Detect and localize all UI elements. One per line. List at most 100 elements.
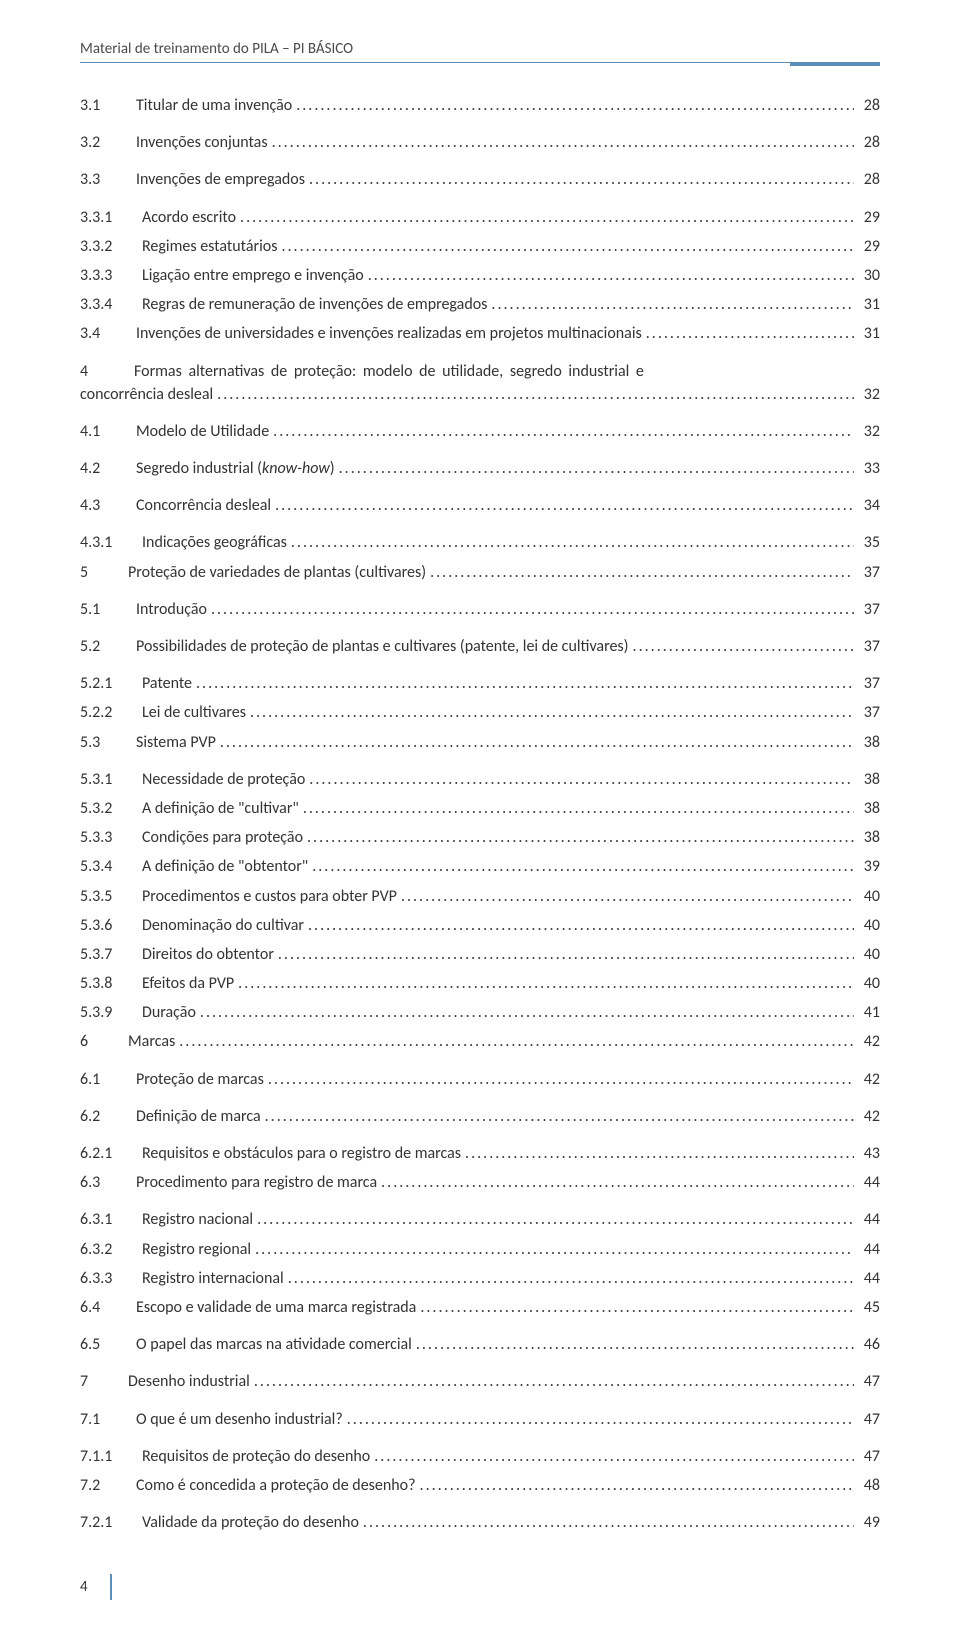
toc-entry: 4.1Modelo de Utilidade32 bbox=[80, 420, 880, 443]
toc-entry: 6.3.3Registro internacional44 bbox=[80, 1267, 880, 1290]
toc-page: 40 bbox=[854, 943, 880, 966]
toc-number: 3.3.2 bbox=[80, 235, 142, 258]
toc-leader bbox=[292, 94, 854, 117]
toc-leader bbox=[274, 943, 854, 966]
toc-number: 5.3.2 bbox=[80, 797, 142, 820]
toc-leader bbox=[277, 235, 854, 258]
toc-leader bbox=[308, 855, 854, 878]
toc-leader bbox=[304, 914, 854, 937]
toc-page: 33 bbox=[854, 457, 880, 480]
toc-title: Marcas bbox=[128, 1030, 175, 1053]
toc-entry: 7.1.1Requisitos de proteção do desenho47 bbox=[80, 1445, 880, 1468]
toc-leader bbox=[305, 768, 854, 791]
footer-accent-bar bbox=[110, 1574, 112, 1600]
toc-title: Formas alternativas de proteção: modelo … bbox=[128, 360, 880, 383]
toc-entry: 3.3.1Acordo escrito29 bbox=[80, 206, 880, 229]
toc-entry: 6.3Procedimento para registro de marca44 bbox=[80, 1171, 880, 1194]
toc-leader bbox=[261, 1105, 854, 1128]
toc-title: Efeitos da PVP bbox=[142, 972, 234, 995]
toc-leader bbox=[250, 1370, 854, 1393]
toc-entry: 4.3.1Indicações geográficas35 bbox=[80, 531, 880, 554]
toc-title: Escopo e validade de uma marca registrad… bbox=[136, 1296, 416, 1319]
toc-leader bbox=[377, 1171, 854, 1194]
toc-leader bbox=[343, 1408, 854, 1431]
toc-leader bbox=[207, 598, 854, 621]
toc-leader bbox=[370, 1445, 854, 1468]
toc-entry: 3.3.2Regimes estatutários29 bbox=[80, 235, 880, 258]
toc-page: 32 bbox=[854, 420, 880, 443]
toc-title: Denominação do cultivar bbox=[142, 914, 304, 937]
toc-number: 6.2.1 bbox=[80, 1142, 142, 1165]
toc-page: 46 bbox=[854, 1333, 880, 1356]
toc-title: Requisitos e obstáculos para o registro … bbox=[142, 1142, 461, 1165]
toc-entry: 4.3Concorrência desleal34 bbox=[80, 494, 880, 517]
toc-number: 4.3.1 bbox=[80, 531, 142, 554]
toc-number: 6.4 bbox=[80, 1296, 136, 1319]
toc-page: 37 bbox=[854, 672, 880, 695]
toc-title: Requisitos de proteção do desenho bbox=[142, 1445, 370, 1468]
toc-page: 37 bbox=[854, 598, 880, 621]
toc-entry: 7Desenho industrial47 bbox=[80, 1370, 880, 1393]
toc-title: Procedimento para registro de marca bbox=[136, 1171, 377, 1194]
toc-number: 6.3.1 bbox=[80, 1208, 142, 1231]
toc-title: Como é concedida a proteção de desenho? bbox=[136, 1474, 416, 1497]
toc-leader bbox=[175, 1030, 854, 1053]
toc-number: 4.3 bbox=[80, 494, 136, 517]
toc-page: 49 bbox=[854, 1511, 880, 1534]
toc-number: 7.2 bbox=[80, 1474, 136, 1497]
toc-title: O que é um desenho industrial? bbox=[136, 1408, 343, 1431]
toc-page: 37 bbox=[854, 561, 880, 584]
toc-number: 3.1 bbox=[80, 94, 136, 117]
toc-leader bbox=[246, 701, 854, 724]
toc-leader bbox=[412, 1333, 854, 1356]
toc-title: Desenho industrial bbox=[128, 1370, 250, 1393]
toc-page: 28 bbox=[854, 131, 880, 154]
toc-number: 6.2 bbox=[80, 1105, 136, 1128]
toc-title: Duração bbox=[142, 1001, 196, 1024]
toc-number: 7.1.1 bbox=[80, 1445, 142, 1468]
toc-title: Sistema PVP bbox=[136, 731, 216, 754]
toc-page: 44 bbox=[854, 1208, 880, 1231]
toc-title: Patente bbox=[142, 672, 192, 695]
toc-leader bbox=[642, 322, 854, 345]
toc-number: 6.3.2 bbox=[80, 1238, 142, 1261]
toc-title: Necessidade de proteção bbox=[142, 768, 305, 791]
toc-entry: 6.3.1Registro nacional44 bbox=[80, 1208, 880, 1231]
toc-leader bbox=[287, 531, 854, 554]
toc-title: Validade da proteção do desenho bbox=[142, 1511, 359, 1534]
table-of-contents: 3.1Titular de uma invenção283.2Invenções… bbox=[80, 94, 880, 1534]
toc-entry: 5.2.2Lei de cultivares37 bbox=[80, 701, 880, 724]
toc-page: 34 bbox=[854, 494, 880, 517]
toc-entry: 5.3Sistema PVP38 bbox=[80, 731, 880, 754]
toc-leader bbox=[303, 826, 854, 849]
toc-leader bbox=[359, 1511, 854, 1534]
toc-page: 28 bbox=[854, 94, 880, 117]
toc-entry: 6.2.1Requisitos e obstáculos para o regi… bbox=[80, 1142, 880, 1165]
toc-title: Direitos do obtentor bbox=[142, 943, 274, 966]
toc-entry: 5.1Introdução37 bbox=[80, 598, 880, 621]
toc-page: 38 bbox=[854, 826, 880, 849]
toc-page: 42 bbox=[854, 1030, 880, 1053]
toc-entry: 5.3.1Necessidade de proteção38 bbox=[80, 768, 880, 791]
toc-number: 6.1 bbox=[80, 1068, 136, 1091]
toc-leader bbox=[264, 1068, 854, 1091]
toc-title: Proteção de variedades de plantas (culti… bbox=[128, 561, 426, 584]
toc-number: 3.3.1 bbox=[80, 206, 142, 229]
toc-leader bbox=[236, 206, 854, 229]
toc-entry: 6.2Definição de marca42 bbox=[80, 1105, 880, 1128]
toc-page: 44 bbox=[854, 1267, 880, 1290]
toc-title: O papel das marcas na atividade comercia… bbox=[136, 1333, 412, 1356]
toc-number: 5.2.1 bbox=[80, 672, 142, 695]
toc-page: 37 bbox=[854, 701, 880, 724]
toc-leader bbox=[426, 561, 854, 584]
header-divider bbox=[80, 62, 880, 66]
toc-page: 41 bbox=[854, 1001, 880, 1024]
toc-number: 7 bbox=[80, 1370, 128, 1393]
toc-title: Registro internacional bbox=[142, 1267, 284, 1290]
toc-page: 40 bbox=[854, 972, 880, 995]
toc-leader bbox=[305, 168, 854, 191]
toc-number: 5.3.5 bbox=[80, 885, 142, 908]
toc-entry: 5.3.3Condições para proteção38 bbox=[80, 826, 880, 849]
toc-entry: 7.2.1Validade da proteção do desenho49 bbox=[80, 1511, 880, 1534]
toc-entry: 3.3.4Regras de remuneração de invenções … bbox=[80, 293, 880, 316]
